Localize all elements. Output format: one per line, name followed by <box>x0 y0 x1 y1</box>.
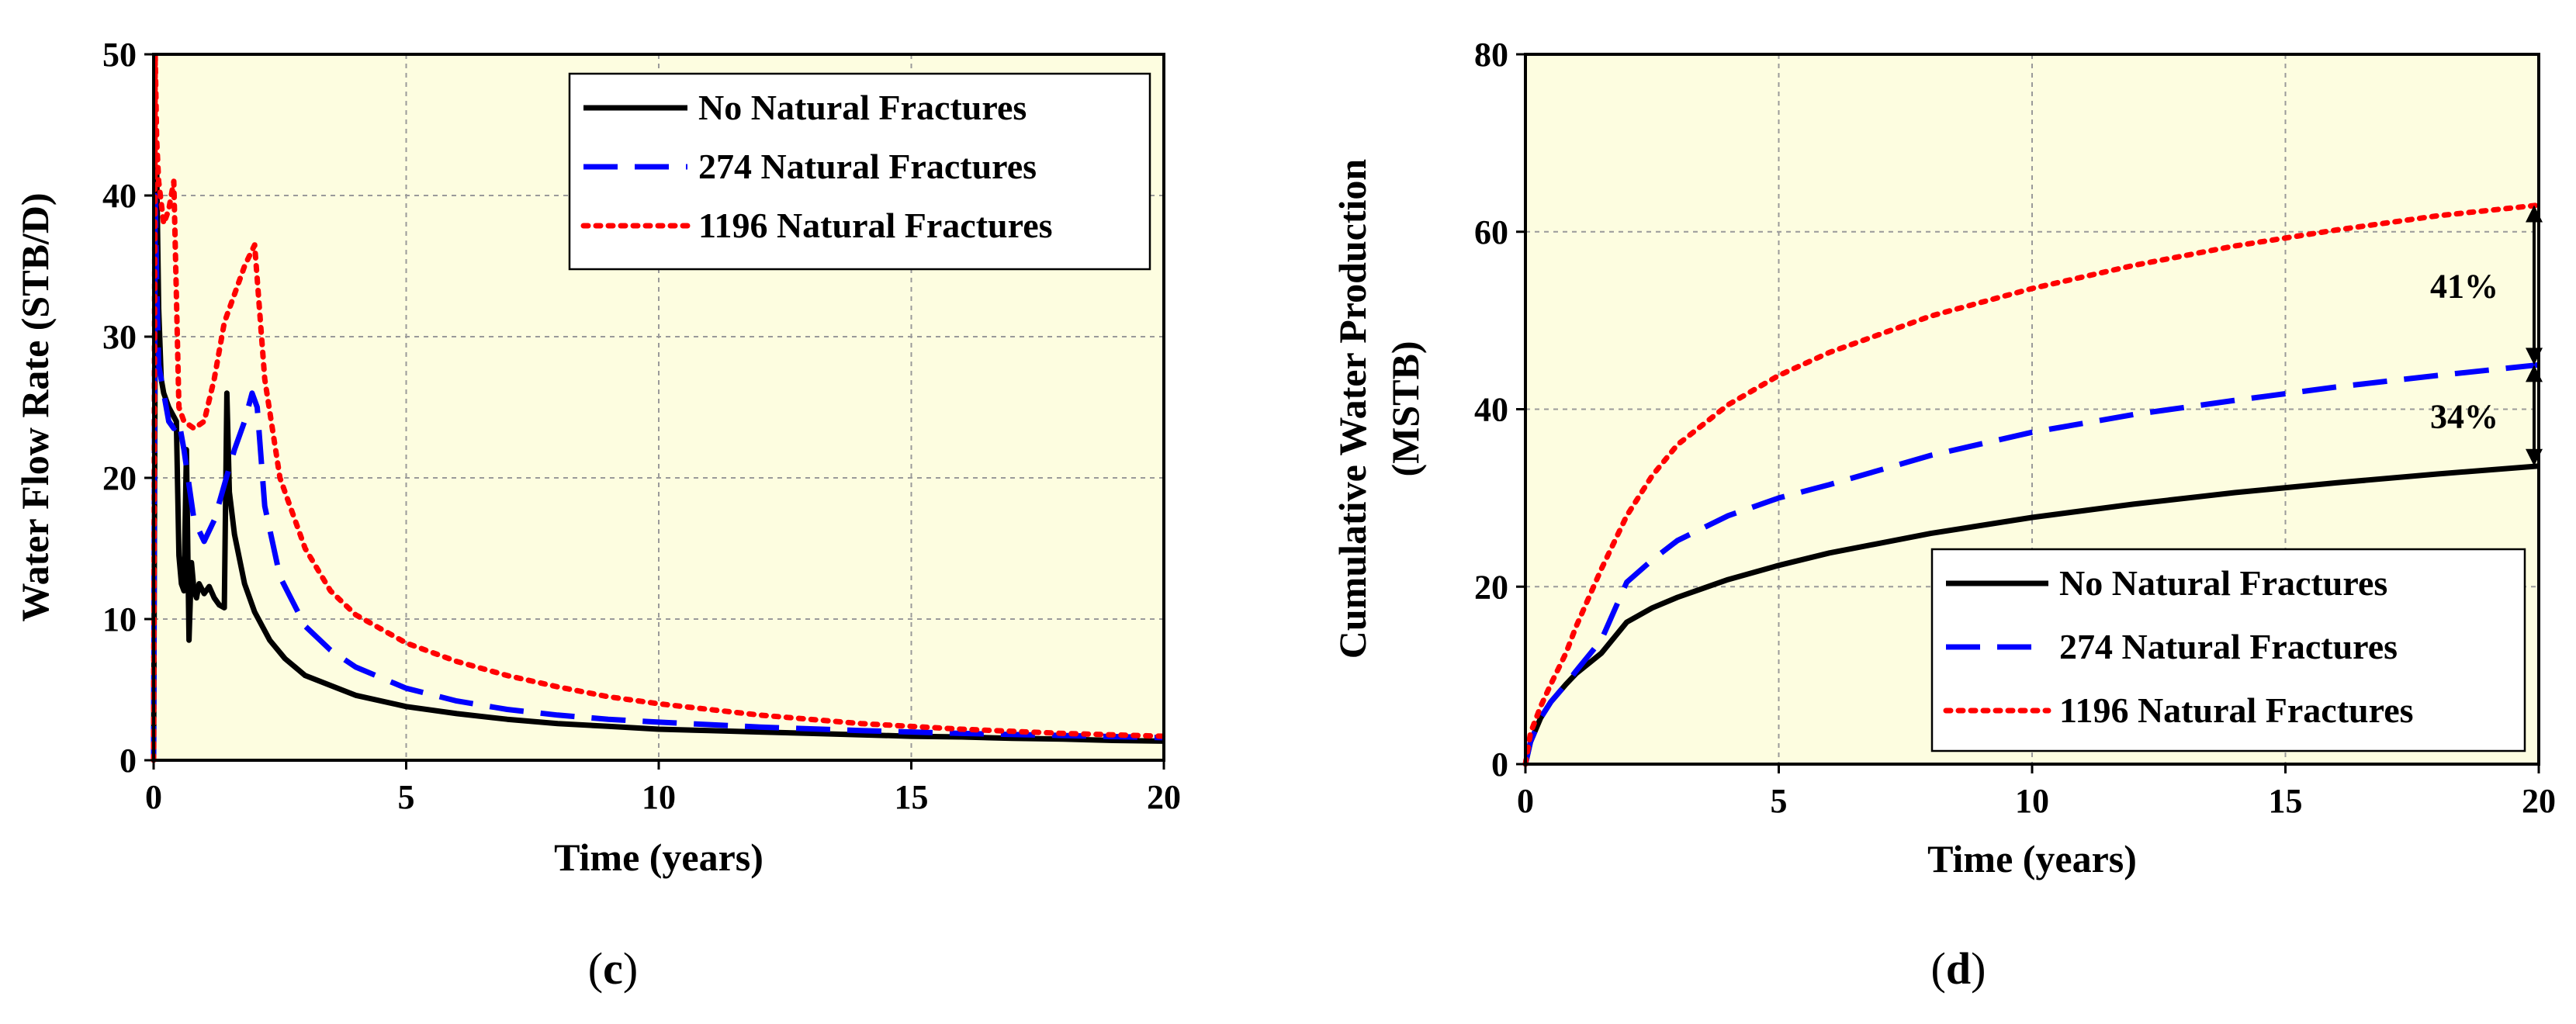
series-line-2 <box>151 192 1165 761</box>
tick-labels-d: 0 5 10 15 20 0 20 40 60 80 <box>1474 36 2556 820</box>
y-tick-label: 80 <box>1474 36 1508 74</box>
x-tick-label: 5 <box>1771 782 1788 820</box>
y-tick-label: 30 <box>102 318 137 356</box>
y-axis-title-d-line1: Cumulative Water Production <box>1331 159 1374 659</box>
x-tick-label: 10 <box>2015 782 2049 820</box>
y-tick-label: 40 <box>102 177 137 215</box>
x-tick-label: 20 <box>2522 782 2556 820</box>
legend-d: No Natural Fractures 274 Natural Fracture… <box>1930 548 2526 752</box>
x-tick-label: 20 <box>1147 778 1181 816</box>
legend-label-2: 274 Natural Fractures <box>698 147 1037 186</box>
annotation-arrowhead <box>2526 365 2543 382</box>
y-tick-label: 0 <box>119 742 137 780</box>
annotation-arrowhead <box>2526 448 2543 466</box>
x-tick-label: 10 <box>642 778 676 816</box>
series-line-1 <box>151 164 1165 761</box>
series-line-3 <box>1522 202 2542 767</box>
x-tick-label: 15 <box>2269 782 2303 820</box>
caption-letter-c: c <box>603 943 623 994</box>
series-group-d <box>1522 202 2542 767</box>
legend-label-1: No Natural Fractures <box>2059 563 2387 603</box>
legend-label-3: 1196 Natural Fractures <box>698 206 1053 245</box>
y-tick-label: 0 <box>1491 746 1508 784</box>
y-axis-title-d-line2: (MSTB) <box>1383 341 1427 477</box>
series-group-c <box>151 51 1167 763</box>
y-axis-title-c: Water Flow Rate (STB/D) <box>13 192 57 621</box>
legend-label-2: 274 Natural Fractures <box>2059 627 2398 666</box>
annotation-arrowhead <box>2526 348 2543 365</box>
annotation-label-2: 34% <box>2430 398 2498 436</box>
x-axis-title-d: Time (years) <box>1927 837 2137 880</box>
series-line-2 <box>1522 362 2540 765</box>
y-tick-label: 40 <box>1474 391 1508 429</box>
x-tick-label: 0 <box>145 778 162 816</box>
x-axis-title-c: Time (years) <box>554 835 763 879</box>
caption-letter-d: d <box>1946 943 1971 994</box>
y-tick-label: 50 <box>102 36 137 74</box>
annotations-d: 41% 34% <box>2430 205 2543 466</box>
y-tick-label: 10 <box>102 600 137 638</box>
x-tick-label: 15 <box>895 778 929 816</box>
y-tick-label: 20 <box>1474 568 1508 606</box>
legend-label-3: 1196 Natural Fractures <box>2059 690 2414 730</box>
legend-c: No Natural Fractures 274 Natural Fracture… <box>568 72 1151 271</box>
legend-label-1: No Natural Fractures <box>698 88 1027 127</box>
annotation-arrowhead <box>2526 205 2543 223</box>
annotation-label-1: 41% <box>2430 267 2498 305</box>
x-tick-label: 5 <box>398 778 415 816</box>
y-tick-label: 60 <box>1474 213 1508 251</box>
series-line-3 <box>151 51 1167 763</box>
tick-labels-c: 0 5 10 15 20 0 10 20 30 40 50 <box>102 36 1181 816</box>
y-tick-label: 20 <box>102 459 137 497</box>
chart-panel-d: 0 5 10 15 20 0 20 40 60 80 41% 34% Time (years) Cu… <box>1331 36 2556 994</box>
caption-d: (d) <box>1931 943 1986 994</box>
chart-panel-c: 0 5 10 15 20 0 10 20 30 40 50 Time (years) Water F… <box>13 36 1181 994</box>
caption-c: (c) <box>588 943 638 994</box>
x-tick-label: 0 <box>1517 782 1534 820</box>
